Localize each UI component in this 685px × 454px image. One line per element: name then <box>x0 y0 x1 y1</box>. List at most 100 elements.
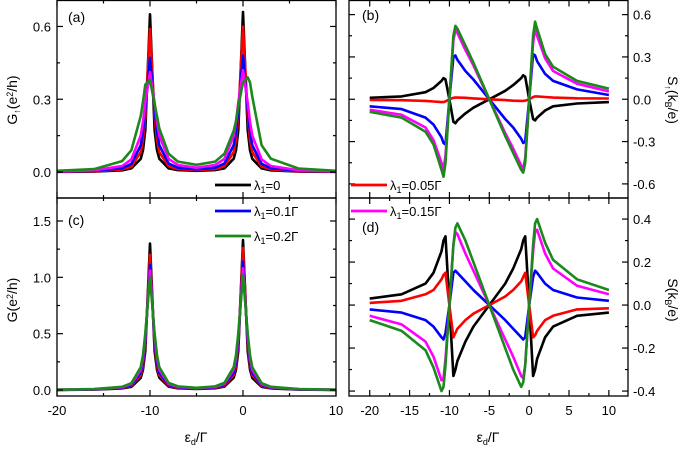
legend-label-part: =0.2Γ <box>266 229 299 244</box>
y-axis-label-part: G <box>4 114 20 125</box>
y-tick-label: 1.5 <box>33 214 51 229</box>
x-tick-label: 10 <box>602 403 616 418</box>
legend-label-part: 1 <box>397 185 402 195</box>
x-tick-label: 5 <box>565 403 572 418</box>
y-axis-label: S(kB/e) <box>663 278 681 321</box>
panel-label: (c) <box>68 212 84 228</box>
series-line-4 <box>57 76 336 173</box>
legend-item: λ1=0.2Γ <box>215 229 298 246</box>
y-axis-label-part: 2 <box>5 294 15 299</box>
legend-label: λ1=0.05Γ <box>390 178 442 195</box>
y-tick-label: 0.6 <box>633 8 651 23</box>
y-axis-label-part: ↑ <box>663 85 673 90</box>
legend-label-part: λ <box>390 178 397 193</box>
series-line-0 <box>57 238 336 392</box>
series-line-4 <box>369 217 610 393</box>
y-tick-label: 0.3 <box>633 50 651 65</box>
y-axis-label: S↑(kB/e) <box>663 76 681 124</box>
x-axis-label-part: ε <box>477 429 483 445</box>
series-line-4 <box>57 273 336 391</box>
y-axis-label-part: ↑ <box>12 109 22 114</box>
y-axis-label: G(e2/h) <box>4 278 20 323</box>
legend-label-part: λ <box>254 204 261 219</box>
y-tick-label: 0.0 <box>633 298 651 313</box>
y-tick-label: 1.0 <box>33 270 51 285</box>
legend-item: λ1=0.05Γ <box>351 178 442 195</box>
series-line-4 <box>369 20 610 179</box>
y-axis-label-part: S(k <box>665 278 681 300</box>
y-axis-label-part: B <box>663 299 673 305</box>
y-tick-label: 0.0 <box>33 383 51 398</box>
series-line-3 <box>57 266 336 391</box>
x-tick-label: 10 <box>329 403 343 418</box>
y-tick-label: 0.0 <box>33 165 51 180</box>
panel-a: 0.0 0.3 0.6 (a) <box>33 0 337 199</box>
y-tick-label: -0.2 <box>633 341 655 356</box>
legend-label-part: λ <box>254 229 261 244</box>
series-line-1 <box>57 25 336 174</box>
y-tick-label: 0.5 <box>33 327 51 342</box>
y-axis-label-part: B <box>663 102 673 108</box>
panel-label: (a) <box>68 9 85 25</box>
series-line-0 <box>57 10 336 174</box>
legend-item: λ1=0.1Γ <box>215 204 298 221</box>
x-tick-label: -5 <box>484 403 496 418</box>
x-axis-label-part: d <box>191 437 196 447</box>
legend-label-part: =0.1Γ <box>266 204 299 219</box>
x-tick-label: -20 <box>48 403 67 418</box>
axes-frame <box>348 197 629 397</box>
y-tick-label: 0.3 <box>33 92 51 107</box>
x-axis-label-part: /Γ <box>196 429 208 445</box>
y-tick-label: 0.0 <box>633 92 651 107</box>
y-axis-label-part: (k <box>665 90 681 103</box>
x-axis-label-part: /Γ <box>488 429 500 445</box>
panel-d: -20 -15 -10 -5 0 5 10 -0.4 -0.2 0.0 0.2 0.4 (d) <box>348 197 655 418</box>
panel-b: -0.6 -0.3 0.0 0.3 0.6 (b) <box>348 0 655 199</box>
legend-label-part: =0.15Γ <box>402 204 442 219</box>
y-tick-label: -0.6 <box>633 177 655 192</box>
y-axis-label: G↑(e2/h) <box>4 75 22 124</box>
panel-label: (b) <box>362 7 379 23</box>
legend-label: λ1=0.1Γ <box>254 204 298 221</box>
y-axis-label-part: S <box>665 76 681 85</box>
legend-label-part: 1 <box>261 236 266 246</box>
series-line-2 <box>57 260 336 392</box>
legend-label-part: =0.05Γ <box>402 178 442 193</box>
y-tick-label: 0.4 <box>633 212 651 227</box>
legend-label: λ1=0.2Γ <box>254 229 298 246</box>
x-axis-label-part: d <box>483 437 488 447</box>
legend-label-part: λ <box>254 178 261 193</box>
legend-label-part: =0 <box>266 178 281 193</box>
y-tick-label: 0.6 <box>33 19 51 34</box>
panel-label: (d) <box>362 219 379 235</box>
x-axis-label: εd/Γ <box>477 429 500 447</box>
y-tick-label: 0.2 <box>633 255 651 270</box>
legend-label-part: 1 <box>397 211 402 221</box>
legend-label: λ1=0 <box>254 178 280 195</box>
y-axis-label-part: /e) <box>665 305 681 321</box>
series-line-3 <box>57 68 336 173</box>
x-tick-label: -15 <box>400 403 419 418</box>
series-line-1 <box>57 246 336 392</box>
legend-label-part: 1 <box>261 185 266 195</box>
x-tick-label: 0 <box>526 403 533 418</box>
y-axis-label-part: /e) <box>665 108 681 124</box>
y-axis-label-part: /h) <box>4 278 20 294</box>
legend-label-part: λ <box>390 204 397 219</box>
x-tick-label: 0 <box>239 403 246 418</box>
legend-label: λ1=0.15Γ <box>390 204 442 221</box>
y-axis-label-part: /h) <box>4 75 20 91</box>
legend-item: λ1=0.15Γ <box>351 204 442 221</box>
legend-label-part: 1 <box>261 211 266 221</box>
x-axis-label-part: ε <box>185 429 191 445</box>
y-tick-label: -0.3 <box>633 135 655 150</box>
y-axis-label-part: 2 <box>5 92 15 97</box>
panel-c: -20 -10 0 10 0.0 0.5 1.0 1.5 (c) <box>33 197 343 418</box>
x-tick-label: -20 <box>360 403 379 418</box>
axes-frame <box>56 197 337 397</box>
x-axis-label: εd/Γ <box>185 429 208 447</box>
legend-item: λ1=0 <box>215 178 280 195</box>
y-axis-label-part: (e <box>4 97 20 110</box>
series-line-2 <box>57 54 336 173</box>
